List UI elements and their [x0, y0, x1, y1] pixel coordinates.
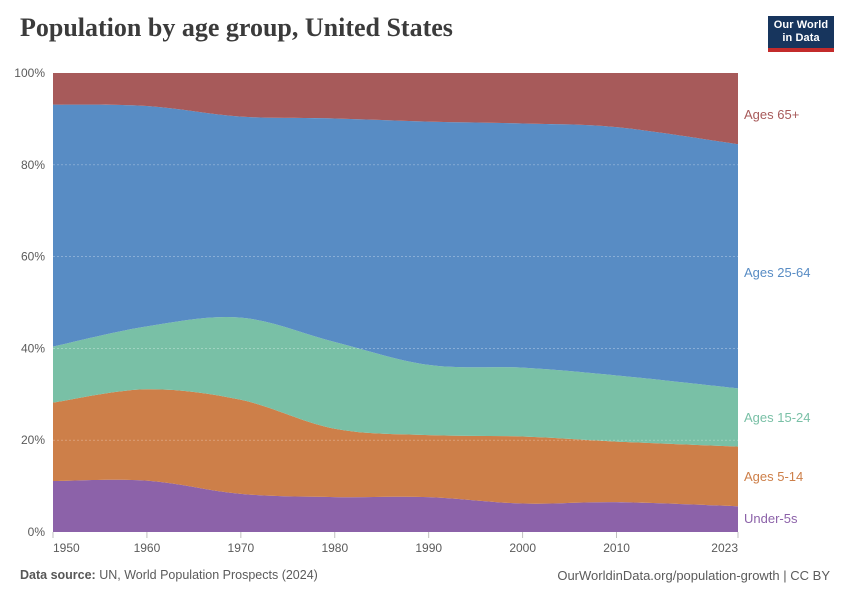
svg-text:1990: 1990: [415, 541, 442, 555]
svg-text:Ages 25-64: Ages 25-64: [744, 265, 811, 280]
svg-text:1980: 1980: [321, 541, 348, 555]
svg-text:2010: 2010: [603, 541, 630, 555]
svg-text:1950: 1950: [53, 541, 80, 555]
svg-text:0%: 0%: [28, 525, 46, 539]
svg-text:100%: 100%: [14, 66, 45, 80]
svg-text:1970: 1970: [228, 541, 255, 555]
svg-text:2023: 2023: [711, 541, 738, 555]
svg-text:80%: 80%: [21, 158, 45, 172]
svg-text:Under-5s: Under-5s: [744, 511, 798, 526]
svg-text:20%: 20%: [21, 433, 45, 447]
svg-text:Ages 65+: Ages 65+: [744, 107, 799, 122]
svg-text:60%: 60%: [21, 250, 45, 264]
svg-text:Ages 5-14: Ages 5-14: [744, 469, 803, 484]
svg-text:40%: 40%: [21, 341, 45, 355]
svg-text:Ages 15-24: Ages 15-24: [744, 410, 811, 425]
svg-text:1960: 1960: [134, 541, 161, 555]
svg-text:2000: 2000: [509, 541, 536, 555]
